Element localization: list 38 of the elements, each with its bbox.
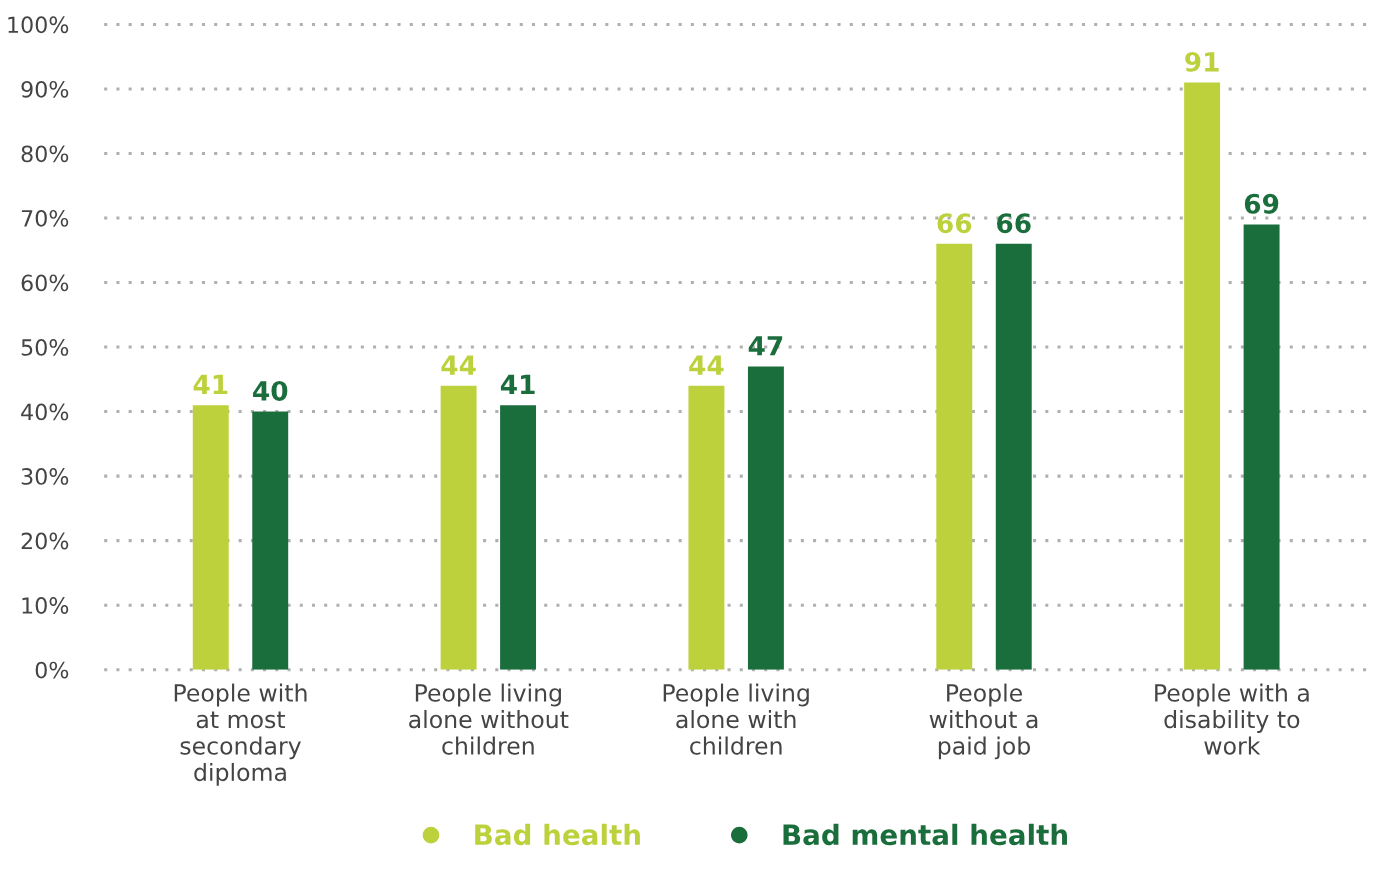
data-label: 41 xyxy=(193,374,228,395)
x-tick-label: People living alone without children xyxy=(409,683,569,755)
y-tick-label: 100% xyxy=(8,16,69,34)
y-tick-label: 20% xyxy=(21,532,69,550)
bar xyxy=(747,366,784,670)
y-tick-label: 40% xyxy=(21,403,69,421)
y-tick-label: 10% xyxy=(22,597,69,614)
y-tick-label: 50% xyxy=(21,339,69,356)
bar xyxy=(252,411,289,670)
y-tick-label: 0% xyxy=(35,661,69,679)
bar xyxy=(500,405,537,670)
x-tick-label: People with at most secondary diploma xyxy=(174,683,307,786)
legend-label: Bad health xyxy=(475,823,640,846)
data-label: 47 xyxy=(748,336,783,356)
data-label: 91 xyxy=(1185,51,1219,72)
data-label: 66 xyxy=(997,213,1031,234)
bar xyxy=(440,385,477,670)
data-label: 44 xyxy=(689,355,724,375)
y-tick-label: 90% xyxy=(21,80,69,98)
legend-label: Bad mental health xyxy=(783,823,1067,846)
data-label: 69 xyxy=(1244,193,1279,214)
bar xyxy=(688,385,725,670)
y-tick-label: 60% xyxy=(21,274,69,292)
x-tick-label: People without a paid job xyxy=(929,683,1038,760)
y-tick-label: 30% xyxy=(21,468,69,485)
x-tick-label: People living alone with children xyxy=(663,683,809,755)
y-tick-label: 80% xyxy=(21,145,69,163)
y-tick-label: 70% xyxy=(21,209,69,227)
data-label: 41 xyxy=(500,374,535,395)
data-label: 40 xyxy=(253,380,288,401)
data-label: 66 xyxy=(937,213,972,234)
data-label: 44 xyxy=(441,355,476,375)
bar xyxy=(192,405,229,670)
bar xyxy=(936,243,973,670)
x-tick-label: People with a disability to work xyxy=(1155,683,1309,755)
bar xyxy=(1243,224,1280,670)
bar xyxy=(995,243,1032,670)
bar xyxy=(1184,82,1221,670)
